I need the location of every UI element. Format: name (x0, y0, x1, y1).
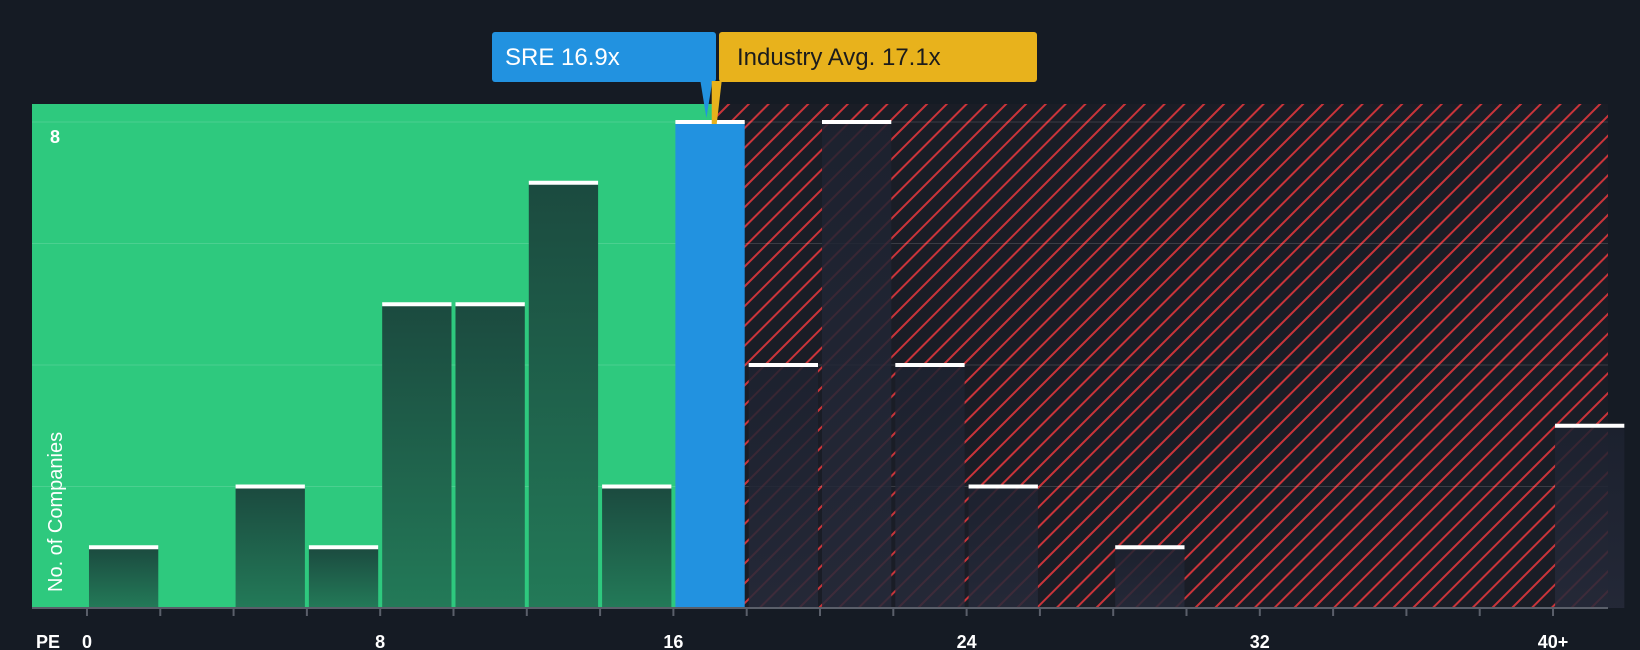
company-callout-box (492, 32, 716, 82)
histogram-bar (1555, 425, 1625, 608)
bar-cap (1115, 545, 1185, 550)
x-axis-ticks: 0 8 16 24 32 40+ (82, 608, 1568, 650)
histogram-bar (382, 304, 452, 608)
bar-cap (675, 120, 745, 124)
histogram-bar (602, 486, 672, 608)
below-average-region (32, 104, 714, 608)
x-tick-label: 24 (957, 632, 977, 650)
bar-cap (968, 484, 1038, 489)
company-bar (675, 122, 745, 608)
histogram-bar (895, 365, 965, 608)
histogram-bar (528, 182, 599, 608)
bar-cap (1555, 423, 1625, 428)
histogram-bar (88, 547, 159, 608)
bar-cap (455, 302, 525, 307)
histogram-bar (455, 304, 525, 608)
industry-callout-pointer (711, 81, 722, 124)
bar-cap (822, 120, 892, 124)
bar-cap (308, 545, 379, 550)
bar-cap (602, 484, 672, 489)
x-tick-label: 16 (663, 632, 683, 650)
histogram-bar (822, 122, 892, 608)
x-tick-label: 40+ (1538, 632, 1569, 650)
histogram-bar (1115, 547, 1185, 608)
company-callout-pointer (700, 81, 713, 118)
histogram-bar (235, 486, 305, 608)
x-tick-label: 8 (375, 632, 385, 650)
bar-cap (88, 545, 159, 550)
bar-cap (748, 363, 818, 367)
histogram-bar (308, 547, 379, 608)
x-tick-label: 32 (1250, 632, 1270, 650)
histogram-bar (968, 486, 1038, 608)
histogram-bar (748, 365, 818, 608)
bars (88, 120, 1625, 608)
industry-callout-box (719, 32, 1037, 82)
bar-cap (382, 302, 452, 307)
industry-callout-label: Industry Avg. 17.1x (737, 44, 941, 71)
y-tick-label: 8 (50, 127, 60, 147)
x-tick-label: 0 (82, 632, 92, 650)
bar-cap (895, 363, 965, 367)
bar-cap (235, 484, 305, 489)
bar-cap (528, 180, 599, 185)
y-axis-label: No. of Companies (45, 432, 67, 592)
company-callout-label: SRE 16.9x (505, 44, 620, 71)
x-axis-label: PE (36, 632, 60, 650)
industry-callout: Industry Avg. 17.1x (711, 32, 1037, 124)
company-callout: SRE 16.9x (492, 32, 716, 118)
